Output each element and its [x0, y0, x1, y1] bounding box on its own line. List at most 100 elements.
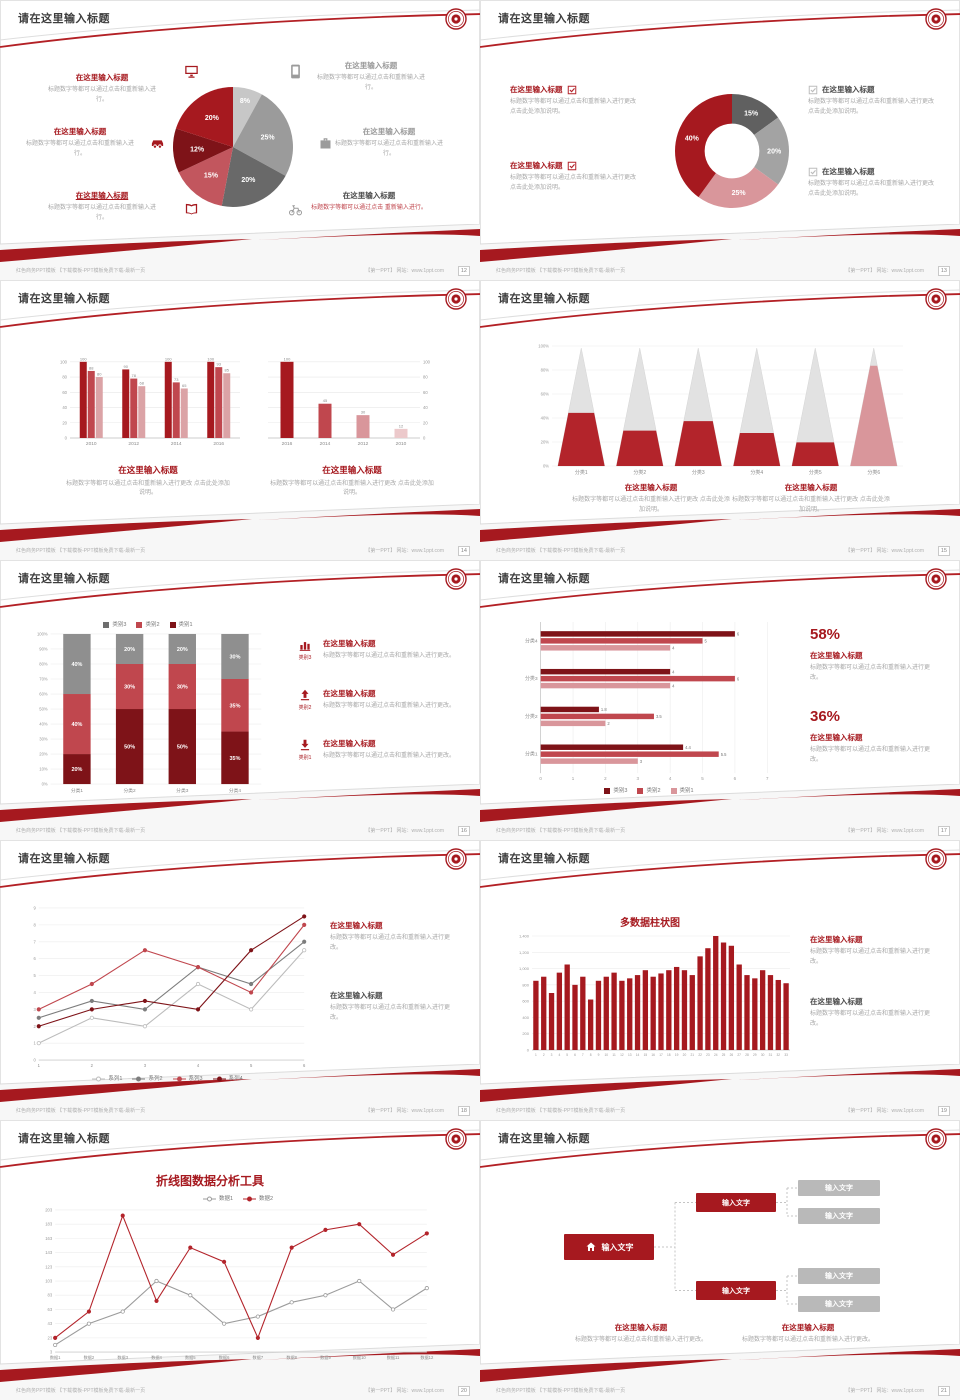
svg-text:70%: 70% — [39, 676, 48, 681]
block-title: 在这里输入标题 — [323, 689, 376, 698]
svg-text:2010: 2010 — [86, 441, 97, 447]
top-curve-decoration — [480, 569, 960, 608]
svg-text:12: 12 — [620, 1053, 624, 1057]
svg-text:27: 27 — [737, 1053, 741, 1057]
svg-text:4: 4 — [558, 1053, 560, 1057]
monitor-icon — [184, 64, 199, 79]
svg-text:分类2: 分类2 — [124, 787, 137, 794]
school-badge-icon — [445, 568, 467, 590]
svg-text:5: 5 — [33, 973, 36, 978]
svg-text:20%: 20% — [541, 440, 550, 445]
svg-text:分类1: 分类1 — [71, 787, 84, 794]
node-label: 输入文字 — [722, 1199, 750, 1207]
block-text: 标题数字等都可以通过点击和重新输入进行更改 点击此处添加说明。 — [808, 99, 935, 115]
node-label: 输入文字 — [825, 1213, 853, 1220]
svg-text:103: 103 — [45, 1279, 53, 1284]
column-chart: 0 200 400 600 800 1,000 1,200 1,400 1 2 3 4 5 6 7 8 9 10 1… — [508, 930, 794, 1060]
diagram-node: 输入文字 — [798, 1296, 880, 1312]
svg-text:6: 6 — [574, 1053, 576, 1057]
svg-text:1: 1 — [535, 1053, 537, 1057]
text-block: 在这里输入标题 标题数字等都可以通过点击和重新输入进行更改 点击此处添加说明。 — [510, 84, 638, 117]
svg-text:83: 83 — [48, 1293, 53, 1298]
page-number: 13 — [937, 266, 950, 276]
top-curve-decoration — [480, 289, 960, 328]
svg-text:5: 5 — [566, 1053, 568, 1057]
top-curve-decoration — [480, 849, 960, 888]
node-label: 输入文字 — [722, 1287, 750, 1295]
svg-text:80: 80 — [62, 375, 67, 380]
svg-text:20%: 20% — [39, 752, 48, 757]
svg-text:9: 9 — [33, 905, 36, 910]
block-text: 标题数字等都可以通过点击 重新输入进行。 — [311, 205, 427, 211]
svg-text:2012: 2012 — [358, 441, 369, 447]
block-text: 标题数字等都可以通过点击和重新输入进行。 — [316, 75, 425, 91]
footer-right-text: 【第一PPT】 网站：www.1ppt.com — [365, 1108, 444, 1114]
svg-text:80: 80 — [97, 372, 102, 377]
footer-left-text: 红色商务PPT模板 【下载模板-PPT模板免费下载-最新一页 — [16, 1108, 146, 1114]
svg-text:3: 3 — [33, 1007, 36, 1012]
footer-left-text: 红色商务PPT模板 【下载模板-PPT模板免费下载-最新一页 — [496, 1108, 626, 1114]
text-block: 在这里输入标题 标题数字等都可以通过点击和重新输入进行更改 点击此处添加说明。 — [572, 482, 730, 515]
block-text: 标题数字等都可以通过点击和重新输入进行更改 点击此处添加说明。 — [808, 181, 935, 197]
block-title: 在这里输入标题 — [53, 127, 107, 136]
slide-18: 请在这里输入标题 0 1 2 3 4 5 6 7 8 9 1 2 3 4 5 6 系列1 系列2 系列3 系列4 在这… — [0, 840, 480, 1120]
svg-text:600: 600 — [522, 999, 529, 1004]
svg-text:数据4: 数据4 — [151, 1354, 162, 1360]
svg-text:23: 23 — [706, 1053, 710, 1057]
svg-text:68: 68 — [140, 381, 145, 386]
svg-text:0%: 0% — [42, 782, 48, 787]
svg-text:0: 0 — [527, 1048, 530, 1053]
svg-text:4: 4 — [672, 646, 675, 651]
footer-right-text: 【第一PPT】 网站：www.1ppt.com — [845, 1388, 924, 1394]
svg-text:93: 93 — [217, 362, 222, 367]
footer-right-text: 【第一PPT】 网站：www.1ppt.com — [365, 268, 444, 274]
svg-text:88: 88 — [89, 365, 94, 370]
svg-text:80%: 80% — [541, 368, 550, 373]
svg-text:18: 18 — [667, 1053, 671, 1057]
svg-text:数据5: 数据5 — [185, 1354, 196, 1360]
svg-text:4: 4 — [33, 990, 36, 995]
svg-text:12%: 12% — [190, 147, 205, 154]
slide-19: 请在这里输入标题 多数据柱状图 0 200 400 600 800 1,000 1,200 1… — [480, 840, 960, 1120]
svg-text:2016: 2016 — [282, 441, 293, 447]
text-block: 在这里输入标题 标题数字等都可以通过点击和重新输入进行更改。 — [330, 990, 456, 1023]
svg-text:1,200: 1,200 — [519, 950, 530, 955]
slide-21: 请在这里输入标题 输入文字 输入文字 输入文字 输入文字 输入文字 输入文字 输… — [480, 1120, 960, 1400]
text-block: 在这里输入标题 标题数字等都可以通过点击和重新输入进行更改 点击此处添加说明。 — [270, 464, 434, 499]
block-title: 在这里输入标题 — [781, 1323, 835, 1332]
svg-text:90: 90 — [124, 364, 129, 369]
svg-text:21: 21 — [690, 1053, 694, 1057]
slide-title: 请在这里输入标题 — [498, 853, 590, 865]
slide-13: 请在这里输入标题 15% 20% 25% 40% 在这里输入标题 标题数字等都可以通过… — [480, 0, 960, 280]
svg-text:26: 26 — [730, 1053, 734, 1057]
svg-text:40: 40 — [62, 405, 67, 410]
block-title: 在这里输入标题 — [822, 167, 875, 176]
page-number: 19 — [937, 1106, 950, 1116]
list-item: 类别2 在这里输入标题 标题数字等都可以通过点击和重新输入进行更改。 — [294, 688, 468, 712]
svg-text:6: 6 — [734, 776, 737, 781]
text-block: 在这里输入标题 标题数字等都可以通过点击和重新输入进行。 — [44, 72, 160, 105]
svg-text:29: 29 — [753, 1053, 757, 1057]
text-block: 在这里输入标题 标题数字等都可以通过点击和重新输入进行更改。 — [730, 1322, 886, 1346]
svg-text:100%: 100% — [37, 631, 48, 636]
svg-text:3.5: 3.5 — [656, 714, 662, 719]
text-block: 在这里输入标题 标题数字等都可以通过点击和重新输入进行更改 点击此处添加说明。 — [510, 160, 638, 193]
footer-left-text: 红色商务PPT模板 【下载模板-PPT模板免费下载-最新一页 — [496, 268, 626, 274]
text-block: 在这里输入标题 标题数字等都可以通过点击和重新输入进行更改。 — [323, 738, 455, 762]
svg-text:20%: 20% — [205, 115, 220, 122]
svg-text:3: 3 — [637, 776, 640, 781]
footer-right-text: 【第一PPT】 网站：www.1ppt.com — [365, 548, 444, 554]
block-title: 在这里输入标题 — [322, 465, 382, 475]
svg-text:16: 16 — [651, 1053, 655, 1057]
text-block: 在这里输入标题 标题数字等都可以通过点击和重新输入进行更改。 — [323, 638, 455, 662]
school-badge-icon — [445, 288, 467, 310]
stacked-bar-chart: 类别3 类别2 类别1 0% 10% 20% 30% 40% 50% 60% 70% 80% 90% 10… — [28, 618, 268, 796]
svg-text:20: 20 — [683, 1053, 687, 1057]
svg-text:20: 20 — [423, 420, 428, 425]
page-number: 15 — [937, 546, 950, 556]
bicycle-icon — [288, 202, 303, 217]
svg-text:2: 2 — [543, 1053, 545, 1057]
svg-text:143: 143 — [45, 1250, 53, 1255]
checkbox-icon — [567, 161, 577, 171]
block-title: 在这里输入标题 — [323, 739, 376, 748]
